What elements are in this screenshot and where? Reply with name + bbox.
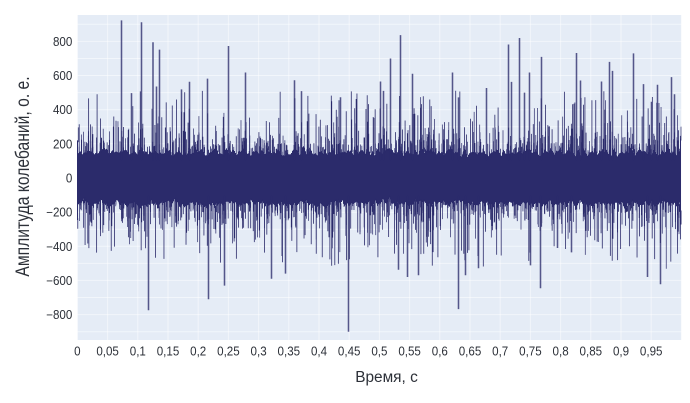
svg-text:0,35: 0,35	[278, 344, 301, 359]
svg-text:0: 0	[66, 171, 73, 186]
svg-text:0,45: 0,45	[338, 344, 361, 359]
svg-text:−400: −400	[46, 239, 72, 254]
svg-text:0,05: 0,05	[96, 344, 119, 359]
svg-text:0,9: 0,9	[613, 344, 629, 359]
svg-text:0,75: 0,75	[519, 344, 542, 359]
svg-text:0,3: 0,3	[251, 344, 267, 359]
svg-text:0,8: 0,8	[553, 344, 569, 359]
svg-text:0,6: 0,6	[432, 344, 448, 359]
svg-text:600: 600	[53, 69, 73, 84]
svg-text:400: 400	[53, 103, 73, 118]
svg-text:0,2: 0,2	[190, 344, 206, 359]
svg-text:0,85: 0,85	[580, 344, 603, 359]
svg-text:800: 800	[53, 34, 73, 49]
svg-text:0,7: 0,7	[492, 344, 508, 359]
svg-text:Время, с: Время, с	[355, 369, 418, 386]
svg-text:0,55: 0,55	[398, 344, 421, 359]
svg-text:−800: −800	[46, 308, 72, 323]
svg-text:−600: −600	[46, 273, 72, 288]
svg-text:0,25: 0,25	[217, 344, 240, 359]
svg-text:200: 200	[53, 137, 73, 152]
svg-text:0,15: 0,15	[157, 344, 180, 359]
svg-text:0,4: 0,4	[311, 344, 327, 359]
svg-text:0: 0	[74, 344, 81, 359]
svg-text:0,1: 0,1	[130, 344, 146, 359]
svg-text:−200: −200	[46, 205, 72, 220]
svg-text:0,95: 0,95	[640, 344, 663, 359]
svg-text:0,5: 0,5	[371, 344, 387, 359]
svg-text:0,65: 0,65	[459, 344, 482, 359]
svg-text:Амплитуда колебаний, о. е.: Амплитуда колебаний, о. е.	[11, 76, 33, 276]
